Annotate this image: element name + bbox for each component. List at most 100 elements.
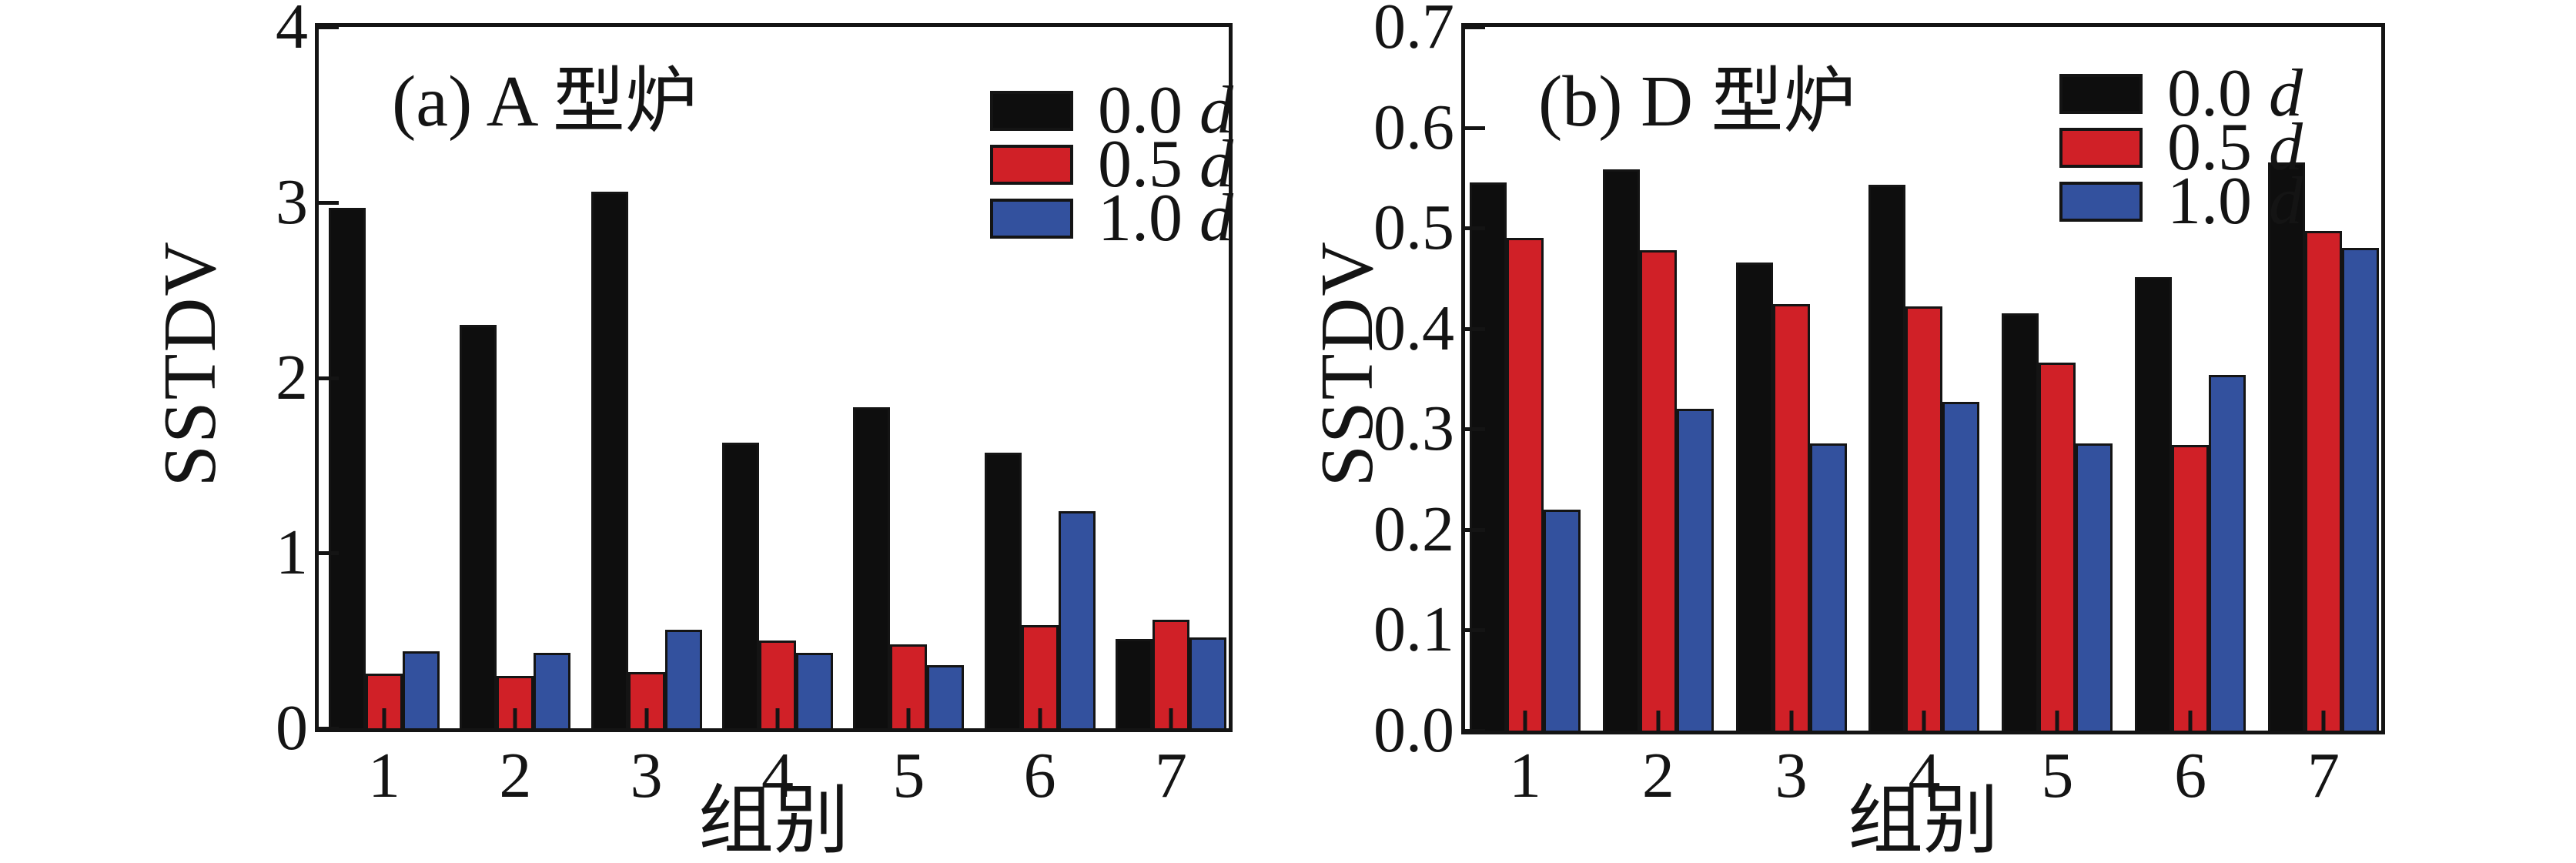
x-tick-mark xyxy=(513,708,517,728)
bar-1.0d xyxy=(1809,443,1847,731)
bar-group xyxy=(2135,27,2246,731)
x-tick-mark xyxy=(382,708,386,728)
bar-0.5d xyxy=(1772,304,1810,731)
legend-label: 0.0 d xyxy=(1098,73,1233,148)
bar-0.0d xyxy=(1868,185,1906,731)
legend-item: 0.0 d xyxy=(990,77,1233,145)
bar-1.0d xyxy=(664,630,702,728)
y-tick-label: 0.0 xyxy=(1373,694,1454,766)
x-tick-label: 2 xyxy=(499,740,532,811)
legend-label: 0.0 d xyxy=(2167,56,2303,131)
bar-group xyxy=(1470,27,1581,731)
bar-group xyxy=(1602,27,1714,731)
bar-group xyxy=(1115,27,1226,728)
x-tick-mark xyxy=(1038,708,1042,728)
plot-area-a: (a) A 型炉 0 1 2 3 4 0.0 d 0.5 d 1.0 d xyxy=(276,0,1233,761)
bar-0.5d xyxy=(627,672,665,728)
y-tick-label: 2 xyxy=(276,341,308,413)
y-tick-mark xyxy=(1465,125,1485,130)
legend-label: 1.0 d xyxy=(2167,164,2303,239)
bar-1.0d xyxy=(534,653,571,728)
y-tick-mark xyxy=(319,727,339,731)
legend-label: 1.0 d xyxy=(1098,181,1233,256)
bar-0.5d xyxy=(1905,306,1943,731)
y-tick-label: 0.1 xyxy=(1373,594,1454,666)
y-axis-label: SSTDV xyxy=(149,240,232,487)
x-tick-label: 4 xyxy=(761,740,794,811)
bar-1.0d xyxy=(2076,443,2113,731)
bar-0.0d xyxy=(329,207,366,728)
x-tick-mark xyxy=(2188,711,2193,731)
y-tick-label: 4 xyxy=(276,0,308,62)
panel-title: (a) A 型炉 xyxy=(392,62,698,142)
bar-group xyxy=(721,27,833,728)
x-tick-mark xyxy=(1169,708,1173,728)
legend-swatch xyxy=(990,91,1073,131)
legend-item: 0.5 d xyxy=(990,131,1233,199)
bar-group xyxy=(2002,27,2113,731)
bar-1.0d xyxy=(1942,402,1980,731)
legend-unit: d xyxy=(2269,56,2303,131)
bar-1.0d xyxy=(2341,248,2379,731)
bars xyxy=(319,27,1229,728)
bar-0.0d xyxy=(2135,277,2173,731)
x-tick-mark xyxy=(1523,711,1527,731)
bar-0.5d xyxy=(2172,445,2210,731)
x-tick-label: 4 xyxy=(1908,740,1941,811)
x-tick-label: 3 xyxy=(630,740,663,811)
x-tick-label: 1 xyxy=(1509,740,1541,811)
bar-0.0d xyxy=(721,442,759,728)
y-tick-label: 0.6 xyxy=(1373,91,1454,163)
y-tick-label: 0.5 xyxy=(1373,192,1454,264)
bar-0.0d xyxy=(1470,182,1507,731)
legend-item: 1.0 d xyxy=(2059,168,2303,236)
legend-unit: d xyxy=(1199,73,1233,148)
x-tick-label: 6 xyxy=(2174,740,2207,811)
legend-swatch xyxy=(990,145,1073,185)
legend-swatch xyxy=(2059,182,2143,222)
bar-1.0d xyxy=(795,653,833,728)
y-axis: 0.0 0.1 0.2 0.3 0.4 0.5 0.6 0.7 xyxy=(1373,0,2381,763)
y-tick-label: 0.7 xyxy=(1373,0,1454,62)
y-tick-mark xyxy=(319,200,339,205)
legend-label: 0.5 d xyxy=(2167,110,2303,185)
legend: 0.0 d 0.5 d 1.0 d xyxy=(990,77,1233,253)
bar-1.0d xyxy=(927,665,965,728)
y-tick-mark xyxy=(319,376,339,380)
bar-0.0d xyxy=(1115,638,1153,728)
legend-swatch xyxy=(2059,74,2143,114)
legend-item: 1.0 d xyxy=(990,185,1233,253)
legend-swatch xyxy=(990,199,1073,239)
x-tick-label: 5 xyxy=(892,740,925,811)
bar-0.0d xyxy=(1602,169,1640,731)
x-tick-mark xyxy=(1789,711,1794,731)
y-tick-label: 0 xyxy=(276,692,308,764)
bar-group xyxy=(2267,27,2379,731)
x-axis-label: 组别 xyxy=(1847,780,1999,863)
y-tick-mark xyxy=(1465,326,1485,331)
x-tick-label: 7 xyxy=(2307,740,2340,811)
x-tick-label: 2 xyxy=(1641,740,1674,811)
y-tick-mark xyxy=(319,25,339,29)
y-tick-mark xyxy=(1465,729,1485,733)
y-axis: 0 1 2 3 4 xyxy=(276,0,1229,761)
bar-group xyxy=(1868,27,1980,731)
legend-swatch xyxy=(2059,128,2143,168)
panel-title: (b) D 型炉 xyxy=(1538,62,1856,142)
bars xyxy=(1465,27,2381,731)
bar-0.0d xyxy=(1735,262,1773,731)
bar-1.0d xyxy=(403,651,440,728)
bar-0.5d xyxy=(1639,249,1677,731)
y-tick-mark xyxy=(1465,226,1485,231)
y-tick-label: 0.4 xyxy=(1373,292,1454,364)
x-tick-label: 1 xyxy=(368,740,400,811)
x-tick-mark xyxy=(1922,711,1926,731)
x-tick-label: 3 xyxy=(1775,740,1808,811)
x-tick-mark xyxy=(906,708,911,728)
bar-0.5d xyxy=(2304,231,2342,731)
legend-unit: d xyxy=(2269,164,2303,239)
legend: 0.0 d 0.5 d 1.0 d xyxy=(2059,60,2303,236)
legend-unit: d xyxy=(1199,127,1233,202)
bar-group xyxy=(590,27,702,728)
